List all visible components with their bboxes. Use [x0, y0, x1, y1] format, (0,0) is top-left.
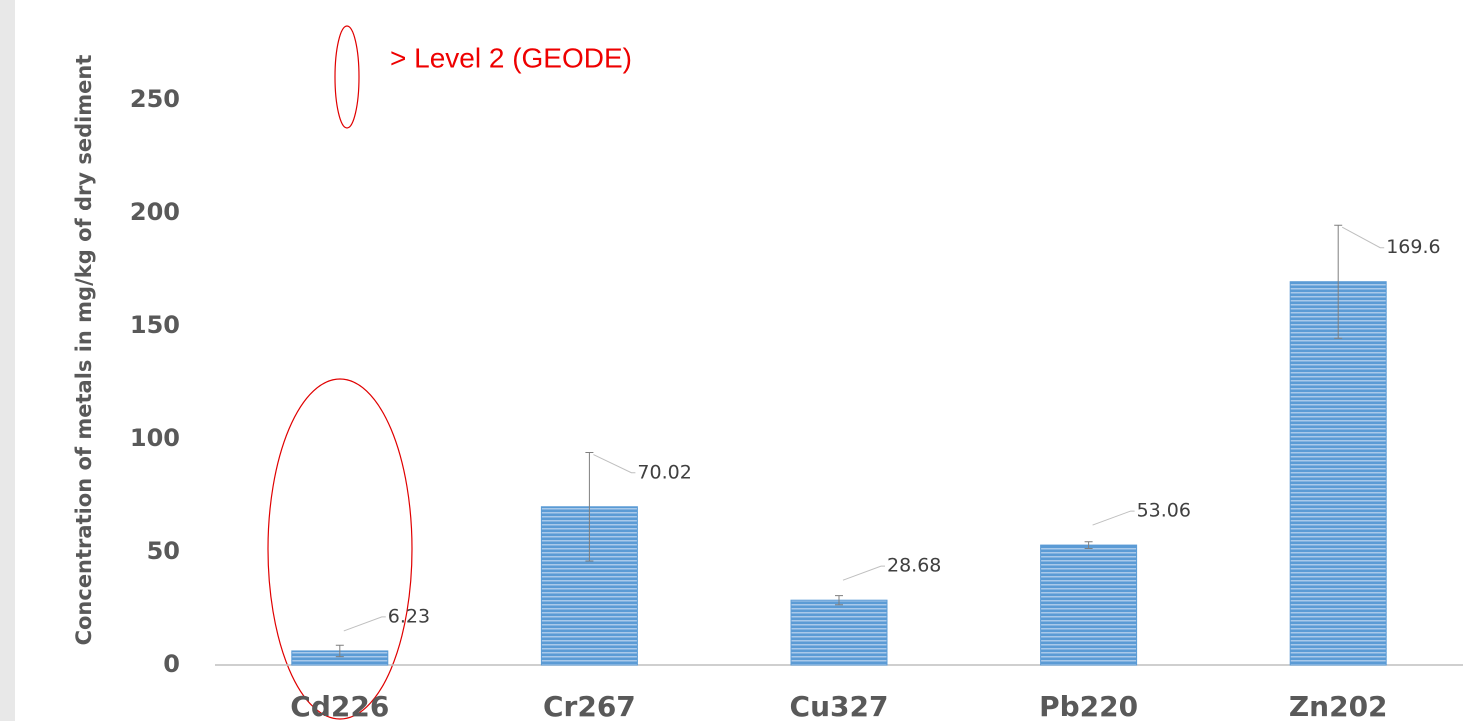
y-tick-label: 150: [130, 311, 180, 339]
x-tick-label: Pb220: [1039, 690, 1138, 721]
error-bar: [585, 452, 594, 562]
error-bar: [1084, 541, 1093, 549]
leader-line: [1092, 510, 1135, 526]
data-label: 28.68: [887, 555, 941, 577]
x-tick-label: Cr267: [543, 690, 636, 721]
leader-line: [343, 616, 386, 632]
legend-ellipse: [334, 25, 360, 129]
x-tick-label: Cu327: [790, 690, 889, 721]
y-tick-label: 200: [130, 198, 180, 226]
error-bar: [335, 644, 344, 658]
data-label: 169.6: [1386, 236, 1440, 258]
x-tick-label: Zn202: [1289, 690, 1388, 721]
leader-line: [1341, 226, 1385, 249]
y-tick-label: 50: [147, 537, 180, 565]
leader-line: [842, 565, 885, 581]
data-label: 6.23: [388, 605, 430, 627]
y-tick-label: 250: [130, 85, 180, 113]
bar: [1040, 544, 1138, 666]
error-bar: [1334, 224, 1343, 339]
annotation: > Level 2 (GEODE): [390, 42, 632, 73]
y-tick-label: 100: [130, 424, 180, 452]
data-label: 53.06: [1137, 500, 1191, 522]
data-label: 70.02: [637, 461, 691, 483]
y-tick-label: 0: [163, 650, 180, 678]
side-strip: [0, 0, 15, 721]
y-axis-label: Concentration of metals in mg/kg of dry …: [72, 55, 96, 646]
bar: [1289, 281, 1387, 666]
x-tick-label: Cd226: [290, 690, 389, 721]
bar: [790, 599, 888, 666]
error-bar: [835, 595, 843, 606]
leader-line: [593, 454, 636, 474]
highlight-ellipse: [267, 378, 413, 720]
